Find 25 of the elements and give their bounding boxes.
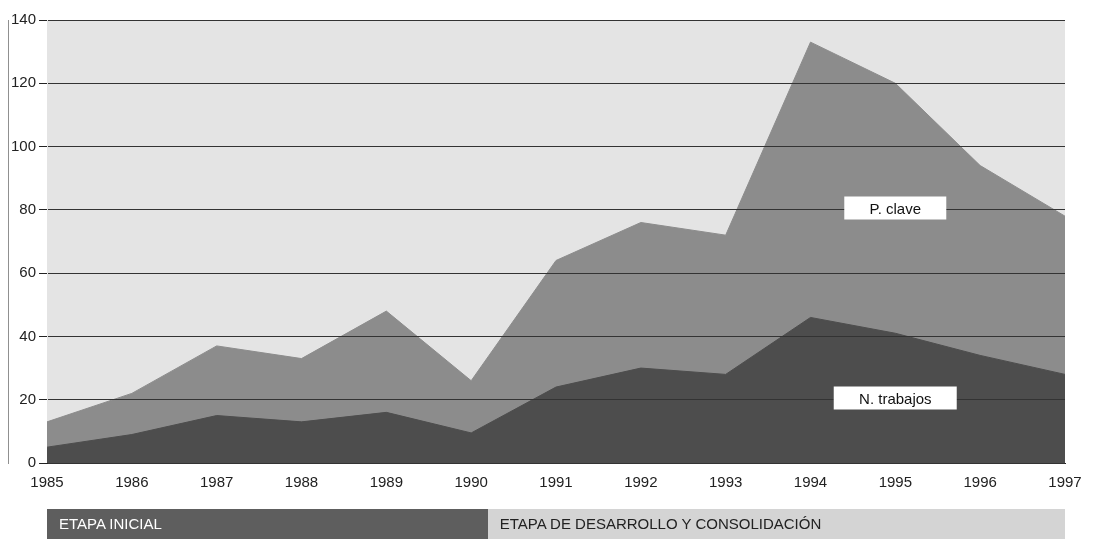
y-tick-label: 20 <box>19 389 37 407</box>
x-tick-label: 1986 <box>115 473 149 491</box>
y-tick-label: 100 <box>11 136 37 154</box>
x-tick-label: 1995 <box>878 473 913 491</box>
x-tick-label: 1996 <box>963 473 997 491</box>
x-tick-label: 1988 <box>284 473 319 491</box>
x-tick-label: 1989 <box>369 473 404 491</box>
x-tick-label: 1992 <box>624 473 658 491</box>
y-tick-label: 120 <box>11 73 37 91</box>
x-tick-label: 1991 <box>539 473 573 491</box>
x-tick-label: 1997 <box>1048 473 1082 491</box>
y-tick-label: 80 <box>19 200 37 217</box>
x-tick-label: 1987 <box>200 473 234 491</box>
x-tick-label: 1985 <box>30 473 64 491</box>
x-tick-label: 1994 <box>793 473 828 491</box>
name-tag: P. clave <box>844 196 947 220</box>
stage-strip: ETAPA INICIAL <box>47 509 488 539</box>
y-tick-label: 40 <box>19 326 37 344</box>
x-tick-label: 1990 <box>454 473 488 491</box>
stage-strip: ETAPA DE DESARROLLO Y CONSOLIDACIÓN <box>487 509 1065 539</box>
x-tick-label: 1993 <box>708 473 743 491</box>
name-tag: N. trabajos <box>834 386 957 410</box>
y-tick-label: 60 <box>19 263 37 281</box>
y-tick-label: 140 <box>11 10 37 28</box>
y-tick-label: 0 <box>27 453 37 471</box>
